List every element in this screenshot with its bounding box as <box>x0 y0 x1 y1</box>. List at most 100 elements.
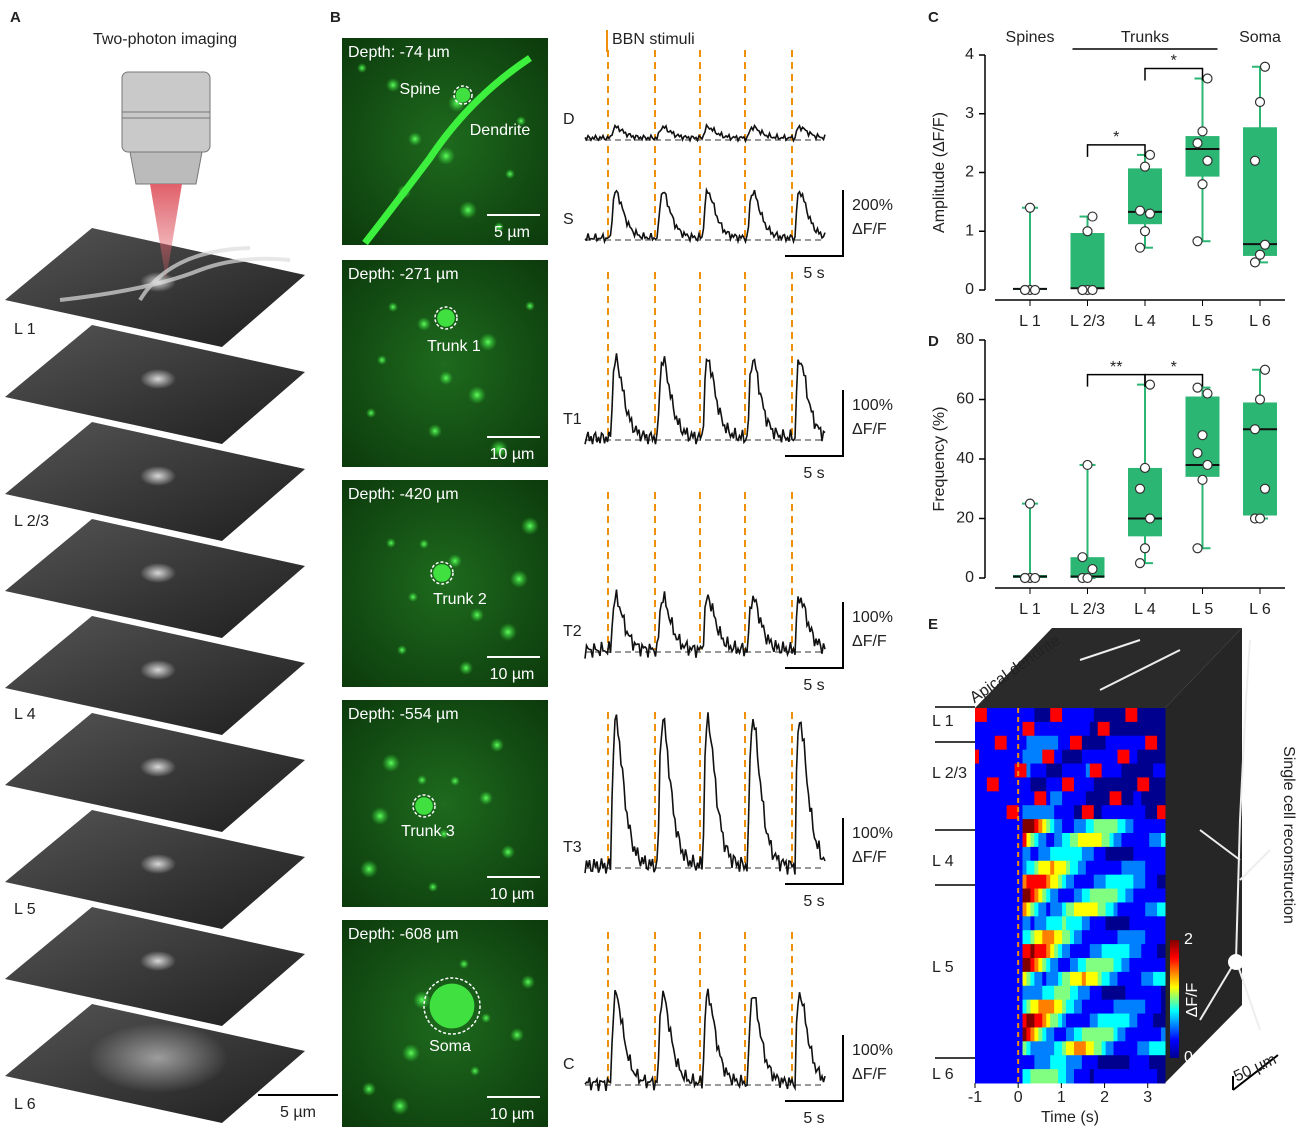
heatmap-cell <box>1002 1013 1008 1028</box>
heatmap-cell <box>1161 846 1166 862</box>
heatmap-cell <box>978 833 984 848</box>
heatmap-cell <box>1050 749 1055 765</box>
heatmap-cell <box>1093 1069 1099 1084</box>
heatmap-cell <box>1006 999 1012 1015</box>
heatmap-cell <box>1137 958 1142 973</box>
heatmap-cell <box>1141 805 1146 820</box>
image-puncta <box>459 959 469 969</box>
heatmap-cell <box>1125 819 1130 834</box>
heatmap-cell <box>1042 874 1047 890</box>
image-puncta <box>479 333 497 351</box>
heatmap-cell <box>1121 971 1126 987</box>
heatmap-cell <box>1089 1013 1095 1028</box>
data-point <box>1139 226 1151 237</box>
heatmap-cell <box>1066 985 1071 1001</box>
heatmap-cell <box>1137 916 1142 931</box>
heatmap-cell <box>1157 999 1162 1015</box>
heatmap-cell <box>1093 874 1099 890</box>
heatmap-cell <box>1054 819 1059 834</box>
heatmap-cell <box>990 888 996 903</box>
heatmap-cell <box>1018 749 1023 765</box>
heatmap-cell <box>1030 1027 1035 1042</box>
heatmap-cell <box>1018 763 1023 778</box>
heatmap-cell <box>1161 805 1166 820</box>
heatmap-cell <box>978 916 984 931</box>
x-tick-label: L 1 <box>1019 601 1041 618</box>
heatmap-cell <box>1097 749 1103 765</box>
roi-circle <box>412 794 436 818</box>
heatmap-cell <box>1109 846 1115 862</box>
heatmap-cell <box>1034 805 1039 820</box>
heatmap-cell <box>1070 791 1075 806</box>
heatmap-cell <box>978 860 984 876</box>
heatmap-cell <box>1113 888 1118 903</box>
heatmap-cell <box>1081 958 1087 973</box>
image-puncta <box>391 1097 409 1115</box>
heatmap-cell <box>1062 1041 1067 1056</box>
panel-letter: B <box>330 9 341 26</box>
heatmap-cell <box>1050 846 1055 862</box>
heatmap-cell <box>1161 1013 1166 1028</box>
heatmap-cell <box>1133 791 1138 806</box>
heatmap-cell <box>1054 874 1059 890</box>
image-puncta <box>510 570 528 588</box>
layer-label: L 2/3 <box>932 765 967 782</box>
heatmap-cell <box>1073 874 1079 890</box>
heatmap-cell <box>1089 708 1095 723</box>
scale-label: 10 µm <box>490 886 535 903</box>
heatmap-cell <box>1097 708 1103 723</box>
heatmap-cell <box>982 874 988 890</box>
heatmap-cell <box>1109 985 1115 1001</box>
heatmap-cell <box>1161 944 1166 959</box>
image-puncta <box>494 222 504 232</box>
heatmap-cell <box>1066 944 1071 959</box>
heatmap-cell <box>1089 930 1095 945</box>
heatmap-cell <box>1022 1013 1027 1028</box>
heatmap-cell <box>1002 805 1008 820</box>
heatmap-cell <box>1030 930 1035 945</box>
heatmap-cell <box>1034 1055 1039 1070</box>
data-point <box>1134 558 1146 569</box>
heatmap-cell <box>1054 721 1059 737</box>
heatmap-cell <box>1030 944 1035 959</box>
heatmap-cell <box>1101 1055 1107 1070</box>
heatmap-cell <box>1085 846 1091 862</box>
heatmap-cell <box>1034 999 1039 1015</box>
heatmap-cell <box>1014 874 1020 890</box>
heatmap-cell <box>1153 1069 1158 1084</box>
heatmap-cell <box>1109 958 1115 973</box>
heatmap-cell <box>1006 930 1012 945</box>
heatmap-cell <box>994 805 1000 820</box>
heatmap-cell <box>1066 874 1071 890</box>
heatmap-cell <box>1073 791 1079 806</box>
heatmap-cell <box>1109 749 1115 765</box>
heatmap-cell <box>986 999 992 1015</box>
heatmap-cell <box>1129 846 1134 862</box>
heatmap-cell <box>1058 930 1063 945</box>
heatmap-cell <box>1066 902 1071 917</box>
heatmap-cell <box>1117 874 1122 890</box>
heatmap-cell <box>1093 860 1099 876</box>
heatmap-cell <box>1097 819 1103 834</box>
heatmap-cell <box>1070 1055 1075 1070</box>
heatmap-cell <box>1133 902 1138 917</box>
heatmap-cell <box>1161 833 1166 848</box>
heatmap-cell <box>1066 860 1071 876</box>
heatmap-cell <box>990 721 996 737</box>
heatmap-cell <box>1093 944 1099 959</box>
image-puncta <box>439 371 453 385</box>
image-puncta <box>408 132 422 146</box>
heatmap-cell <box>975 902 980 917</box>
heatmap-cell <box>1050 999 1055 1015</box>
heatmap-cell <box>978 888 984 903</box>
heatmap-cell <box>1018 888 1023 903</box>
heatmap-cell <box>1062 1069 1067 1084</box>
heatmap-cell <box>1137 1041 1142 1056</box>
heatmap-cell <box>1077 777 1083 792</box>
heatmap-cell <box>986 1041 992 1056</box>
heatmap-cell <box>1161 777 1166 792</box>
heatmap-cell <box>1006 1013 1012 1028</box>
heatmap-cell <box>1133 916 1138 931</box>
heatmap-cell <box>1149 888 1154 903</box>
heatmap-cell <box>1097 1069 1103 1084</box>
